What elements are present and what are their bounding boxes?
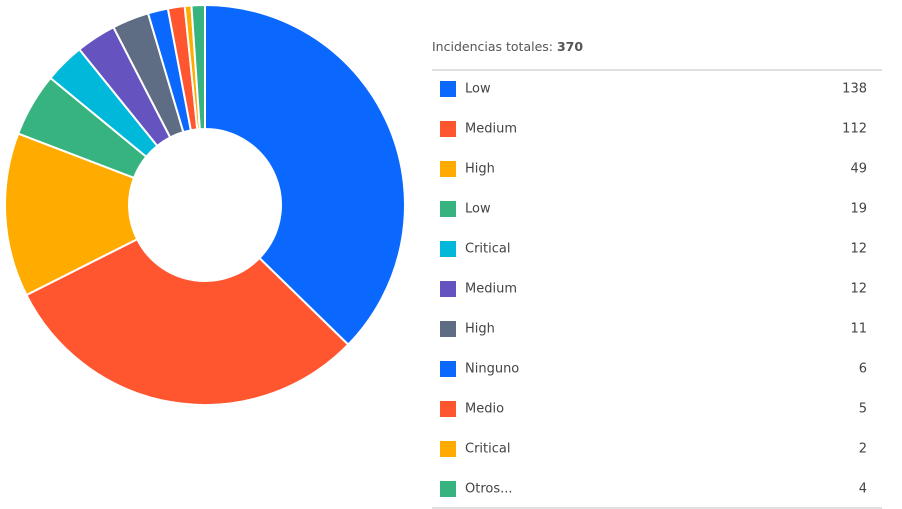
legend-swatch bbox=[440, 161, 456, 177]
legend-value: 2 bbox=[859, 442, 867, 457]
legend-label: Otros... bbox=[465, 482, 513, 497]
total-title: Incidencias totales: 370 bbox=[432, 39, 583, 54]
legend-label: Critical bbox=[465, 442, 510, 457]
legend-value: 6 bbox=[859, 362, 867, 377]
legend-label: High bbox=[465, 322, 495, 337]
legend-label: Medium bbox=[465, 282, 517, 297]
legend-swatch bbox=[440, 321, 456, 337]
wedge bbox=[4, 132, 139, 297]
legend-swatch bbox=[440, 81, 456, 97]
legend-swatch bbox=[440, 361, 456, 377]
legend-value: 19 bbox=[850, 202, 867, 217]
wedge bbox=[25, 237, 350, 406]
legend-swatch bbox=[440, 441, 456, 457]
legend-swatch bbox=[440, 201, 456, 217]
legend-value: 12 bbox=[850, 282, 867, 297]
legend-value: 138 bbox=[842, 82, 867, 97]
legend-swatch bbox=[440, 121, 456, 137]
legend-swatch bbox=[440, 241, 456, 257]
legend-swatch bbox=[440, 481, 456, 497]
legend-value: 4 bbox=[859, 482, 867, 497]
legend-value: 12 bbox=[850, 242, 867, 257]
wedge bbox=[204, 3, 406, 347]
legend-label: High bbox=[465, 162, 495, 177]
legend-swatch bbox=[440, 401, 456, 417]
legend-label: Ninguno bbox=[465, 362, 519, 377]
legend-label: Low bbox=[465, 202, 491, 217]
legend-value: 11 bbox=[850, 322, 867, 337]
legend-label: Medium bbox=[465, 122, 517, 137]
legend-value: 5 bbox=[859, 402, 867, 417]
legend-label: Low bbox=[465, 82, 491, 97]
legend-value: 49 bbox=[850, 162, 867, 177]
total-value: 370 bbox=[557, 39, 583, 54]
legend-label: Critical bbox=[465, 242, 510, 257]
total-label: Incidencias totales: bbox=[432, 39, 553, 54]
legend-label: Medio bbox=[465, 402, 504, 417]
legend-swatch bbox=[440, 281, 456, 297]
legend-value: 112 bbox=[842, 122, 867, 137]
wedge bbox=[190, 3, 206, 131]
